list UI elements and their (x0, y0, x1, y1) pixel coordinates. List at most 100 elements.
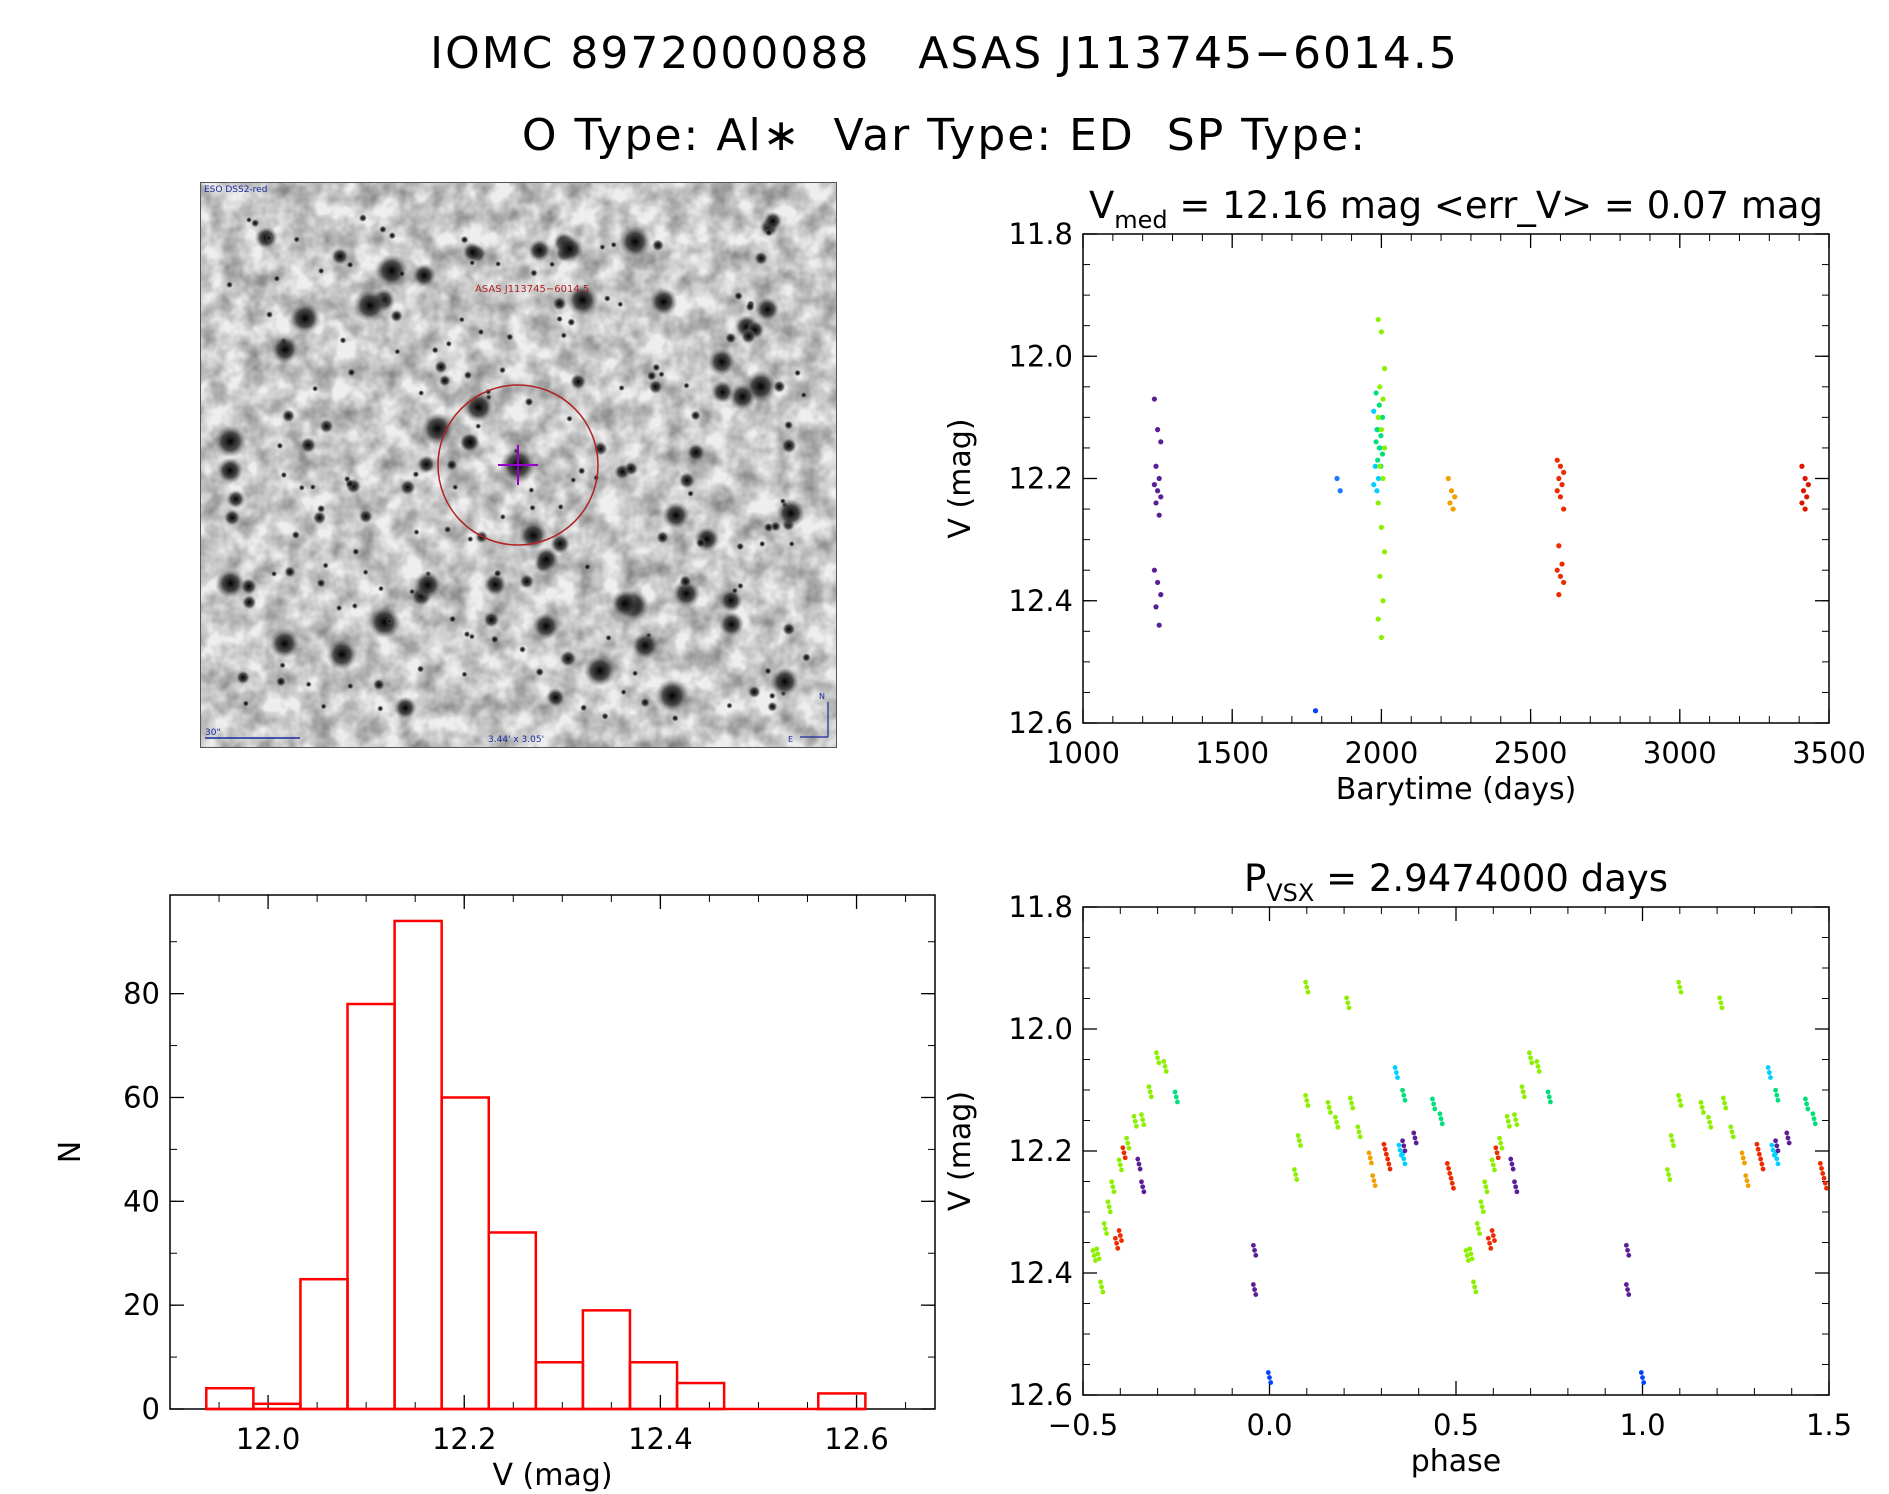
lc-point-season5 (1561, 579, 1567, 586)
phase-point-green (1099, 1284, 1105, 1290)
phase-point-orange (1366, 1150, 1372, 1156)
finder-star (567, 318, 576, 327)
finder-star (273, 275, 281, 282)
phase-point-green (1482, 1179, 1488, 1185)
finder-star (719, 588, 743, 613)
finder-star (556, 315, 563, 323)
phase-point-green (1344, 995, 1350, 1001)
finder-star (390, 309, 403, 323)
phase-point-green (1305, 1103, 1311, 1108)
x-tick-label: 1500 (1195, 736, 1269, 770)
lc-point-season1 (1151, 396, 1157, 402)
phase-point-green (1148, 1094, 1154, 1100)
phase-point-purple (1786, 1140, 1792, 1146)
finder-star (399, 479, 416, 496)
phase-point-green (1126, 1145, 1132, 1151)
finder-star (242, 595, 257, 610)
phase-point-teal (1803, 1096, 1808, 1102)
lc-point-season3c (1377, 384, 1383, 390)
finder-star (651, 239, 665, 252)
lc-point-season5 (1556, 475, 1562, 482)
phase-point-red (1490, 1233, 1496, 1238)
phase-point-green (1468, 1251, 1474, 1257)
phase-point-green (1671, 1143, 1676, 1148)
finder-star (745, 302, 755, 312)
lc-point-season3c (1377, 573, 1383, 579)
lc-point-season3c (1378, 524, 1384, 531)
lc-point-season1 (1158, 439, 1164, 445)
finder-star (351, 602, 358, 609)
phase-point-purple (1773, 1138, 1778, 1144)
y-tick-label: 11.8 (1008, 217, 1073, 251)
finder-star (736, 542, 745, 551)
phase-point-orange (1371, 1178, 1377, 1184)
phase-point-green (1305, 989, 1311, 995)
phase-point-green (1492, 1167, 1497, 1173)
finder-star (767, 701, 778, 712)
phase-point-red (1493, 1145, 1499, 1151)
lc-point-season3c (1375, 616, 1381, 622)
phase-point-purple (1400, 1138, 1405, 1144)
plot-title: Vmed = 12.16 mag <err_V> = 0.07 mag (1089, 184, 1823, 234)
lc-point-season3c (1378, 634, 1384, 641)
finder-star (242, 700, 250, 707)
phase-point-teal (1437, 1111, 1443, 1117)
finder-star (305, 681, 312, 688)
phase-point-orange (1370, 1173, 1376, 1179)
finder-star (603, 295, 611, 302)
phase-point-purple (1623, 1242, 1629, 1248)
finder-star (690, 410, 701, 421)
phase-point-purple (1509, 1161, 1515, 1167)
phase-point-green (1698, 1100, 1704, 1105)
title-subscript: med (1114, 206, 1167, 234)
phase-point-cyan (1775, 1161, 1781, 1167)
finder-star (372, 678, 385, 691)
phase-point-green (1147, 1089, 1153, 1095)
finder-star (331, 247, 349, 266)
phase-point-green (1717, 995, 1723, 1001)
finder-star (460, 235, 469, 244)
phase-point-green (1489, 1157, 1495, 1163)
lc-point-season3c (1378, 427, 1384, 433)
phase-point-purple (1785, 1135, 1791, 1141)
finder-star (434, 360, 448, 374)
phase-point-cyan (1392, 1065, 1398, 1070)
y-tick-label: 11.8 (1008, 890, 1073, 924)
phase-point-green (1498, 1140, 1504, 1146)
phase-point-purple (1626, 1252, 1632, 1258)
phase-point-red (1817, 1161, 1823, 1166)
lc-point-season6 (1805, 482, 1811, 488)
phase-point-purple (1250, 1242, 1256, 1248)
phase-point-cyan (1401, 1156, 1407, 1162)
phase-point-green (1303, 979, 1308, 985)
lc-point-season3b (1376, 402, 1382, 408)
phase-point-green (1349, 1100, 1354, 1106)
phase-point-green (1294, 1177, 1300, 1182)
lc-point-season3c (1382, 365, 1388, 372)
compass-e-label: E (788, 735, 793, 744)
finder-star (412, 263, 436, 288)
finder-star (530, 269, 538, 277)
phase-point-blue (1641, 1380, 1647, 1385)
phase-point-purple (1253, 1292, 1259, 1297)
lc-point-season1 (1153, 604, 1159, 610)
finder-star (459, 432, 481, 453)
finder-star (421, 412, 454, 446)
finder-star (358, 213, 367, 223)
finder-star (772, 380, 786, 393)
phase-point-green (1719, 1005, 1725, 1011)
phase-point-green (1296, 1138, 1302, 1143)
phase-point-teal (1810, 1111, 1816, 1117)
phase-point-green (1479, 1204, 1485, 1210)
phase-point-red (1448, 1175, 1454, 1181)
lc-point-season1 (1155, 579, 1161, 586)
finder-star (463, 630, 471, 638)
lc-point-season3b (1373, 390, 1379, 396)
phase-point-green (1125, 1140, 1131, 1146)
x-tick-label: 12.2 (432, 1422, 497, 1456)
finder-star (462, 242, 483, 263)
lc-point-season5 (1561, 506, 1567, 512)
phase-point-purple (1250, 1282, 1256, 1287)
finder-star (467, 536, 474, 543)
finder-star (319, 418, 334, 434)
